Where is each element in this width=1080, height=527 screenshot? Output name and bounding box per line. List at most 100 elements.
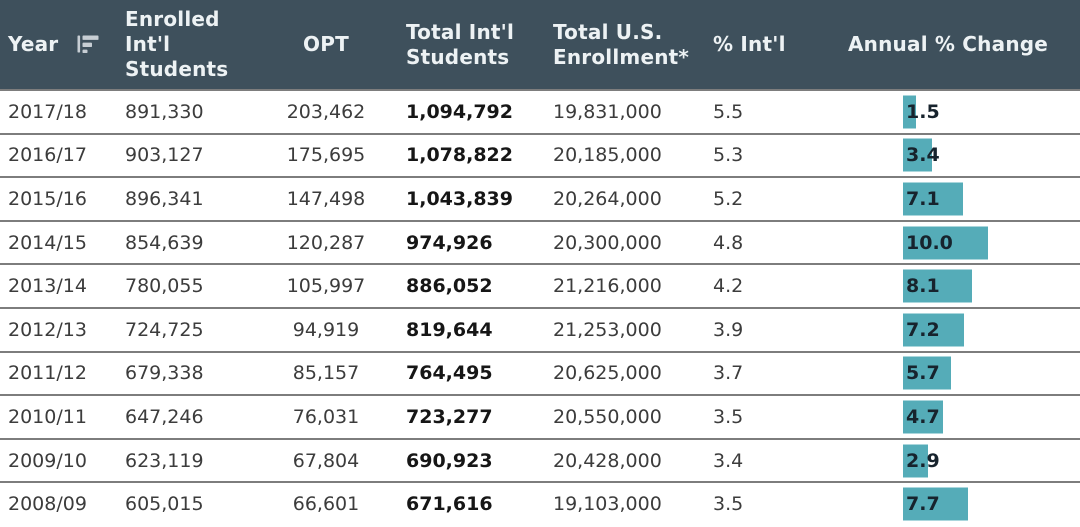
cell-enrolled-intl-students: 891,330 bbox=[125, 100, 204, 123]
cell-total-intl-students: 1,094,792 bbox=[406, 100, 513, 123]
column-header-total-intl-students[interactable]: Total Int'l Students bbox=[380, 20, 543, 70]
table-row: 2014/15 854,639 120,287 974,926 20,300,000 4.… bbox=[0, 219, 1080, 264]
annual-change-bar-cell: 7.1 bbox=[840, 178, 1080, 220]
annual-change-value: 7.2 bbox=[906, 318, 940, 341]
column-header-pct-intl[interactable]: % Int'l bbox=[705, 32, 840, 57]
annual-change-bar-cell: 2.9 bbox=[840, 440, 1080, 482]
annual-change-bar-cell: 1.5 bbox=[840, 91, 1080, 133]
cell-year: 2014/15 bbox=[8, 231, 87, 254]
table-header-row: Year Enrolled Int'l Students O bbox=[0, 0, 1080, 89]
table-row: 2013/14 780,055 105,997 886,052 21,216,000 4.… bbox=[0, 263, 1080, 307]
cell-total-us-enrollment: 20,300,000 bbox=[553, 231, 662, 254]
table-row: 2015/16 896,341 147,498 1,043,839 20,264,000… bbox=[0, 176, 1080, 220]
cell-opt: 203,462 bbox=[286, 100, 366, 123]
annual-change-bar[interactable] bbox=[903, 269, 972, 303]
cell-opt: 147,498 bbox=[286, 187, 366, 210]
cell-opt: 120,287 bbox=[286, 231, 366, 254]
annual-change-bar[interactable] bbox=[903, 356, 952, 390]
cell-enrolled-intl-students: 903,127 bbox=[125, 144, 204, 167]
annual-change-value: 7.7 bbox=[906, 493, 940, 516]
cell-annual-pct-change[interactable]: 7.2 bbox=[840, 309, 1080, 351]
cell-pct-intl: 3.4 bbox=[713, 449, 744, 472]
cell-pct-intl: 4.8 bbox=[713, 231, 744, 254]
cell-total-intl-students: 1,078,822 bbox=[406, 144, 513, 167]
annual-change-bar[interactable] bbox=[903, 487, 969, 521]
annual-change-bar[interactable] bbox=[903, 444, 928, 478]
column-header-label: Enrolled Int'l Students bbox=[125, 7, 229, 81]
cell-pct-intl: 4.2 bbox=[713, 275, 744, 298]
annual-change-bar[interactable] bbox=[903, 138, 932, 172]
cell-total-intl-students: 1,043,839 bbox=[406, 187, 513, 210]
cell-enrolled-intl-students: 605,015 bbox=[125, 493, 204, 516]
cell-pct-intl: 5.3 bbox=[713, 144, 744, 167]
column-header-label: Total U.S. Enrollment* bbox=[553, 19, 690, 69]
cell-total-intl-students: 723,277 bbox=[406, 405, 493, 428]
cell-annual-pct-change[interactable]: 4.7 bbox=[840, 396, 1080, 438]
annual-change-bar[interactable] bbox=[903, 313, 965, 347]
cell-year: 2010/11 bbox=[8, 405, 87, 428]
column-header-opt[interactable]: OPT bbox=[272, 32, 380, 57]
cell-annual-pct-change[interactable]: 8.1 bbox=[840, 265, 1080, 307]
cell-enrolled-intl-students: 896,341 bbox=[125, 187, 204, 210]
annual-change-bar-cell: 8.1 bbox=[840, 265, 1080, 307]
column-header-label: Annual % Change bbox=[848, 32, 1049, 56]
cell-annual-pct-change[interactable]: 1.5 bbox=[840, 91, 1080, 133]
cell-annual-pct-change[interactable]: 3.4 bbox=[840, 135, 1080, 177]
annual-change-bar[interactable] bbox=[903, 182, 964, 216]
cell-pct-intl: 3.7 bbox=[713, 362, 744, 385]
cell-year: 2017/18 bbox=[8, 100, 87, 123]
cell-enrolled-intl-students: 724,725 bbox=[125, 318, 204, 341]
column-header-label: OPT bbox=[303, 32, 349, 56]
column-header-year-label: Year bbox=[8, 32, 59, 56]
cell-annual-pct-change[interactable]: 10.0 bbox=[840, 222, 1080, 264]
cell-pct-intl: 3.5 bbox=[713, 493, 744, 516]
cell-annual-pct-change[interactable]: 7.1 bbox=[840, 178, 1080, 220]
cell-year: 2011/12 bbox=[8, 362, 87, 385]
table-row: 2012/13 724,725 94,919 819,644 21,253,000 3.9… bbox=[0, 306, 1080, 351]
cell-total-us-enrollment: 21,216,000 bbox=[553, 275, 662, 298]
cell-annual-pct-change[interactable]: 7.7 bbox=[840, 483, 1080, 525]
cell-enrolled-intl-students: 647,246 bbox=[125, 405, 204, 428]
cell-total-intl-students: 671,616 bbox=[406, 493, 493, 516]
cell-year: 2008/09 bbox=[8, 493, 87, 516]
cell-total-intl-students: 690,923 bbox=[406, 449, 493, 472]
cell-pct-intl: 5.5 bbox=[713, 100, 744, 123]
cell-pct-intl: 3.9 bbox=[713, 318, 744, 341]
cell-annual-pct-change[interactable]: 2.9 bbox=[840, 440, 1080, 482]
table-row: 2017/18 891,330 203,462 1,094,792 19,831,000… bbox=[0, 89, 1080, 133]
annual-change-bar[interactable] bbox=[903, 95, 916, 129]
table-row: 2009/10 623,119 67,804 690,923 20,428,000 3.4… bbox=[0, 437, 1080, 482]
sort-descending-icon[interactable] bbox=[76, 34, 102, 56]
table-row: 2010/11 647,246 76,031 723,277 20,550,000 3.5… bbox=[0, 394, 1080, 438]
cell-year: 2015/16 bbox=[8, 187, 87, 210]
cell-total-us-enrollment: 20,428,000 bbox=[553, 449, 662, 472]
cell-opt: 175,695 bbox=[286, 144, 366, 167]
cell-year: 2013/14 bbox=[8, 275, 87, 298]
annual-change-value: 1.5 bbox=[906, 100, 940, 123]
cell-year: 2012/13 bbox=[8, 318, 87, 341]
column-header-total-us-enrollment[interactable]: Total U.S. Enrollment* bbox=[543, 20, 705, 70]
annual-change-bar[interactable] bbox=[903, 226, 988, 260]
cell-annual-pct-change[interactable]: 5.7 bbox=[840, 353, 1080, 395]
cell-enrolled-intl-students: 623,119 bbox=[125, 449, 204, 472]
cell-year: 2009/10 bbox=[8, 449, 87, 472]
cell-opt: 67,804 bbox=[292, 449, 360, 472]
annual-change-bar-cell: 5.7 bbox=[840, 353, 1080, 395]
cell-enrolled-intl-students: 780,055 bbox=[125, 275, 204, 298]
cell-opt: 94,919 bbox=[292, 318, 360, 341]
column-header-annual-pct-change[interactable]: Annual % Change bbox=[840, 32, 1080, 57]
annual-change-bar-cell: 10.0 bbox=[840, 222, 1080, 264]
annual-change-value: 4.7 bbox=[906, 405, 940, 428]
cell-total-us-enrollment: 20,185,000 bbox=[553, 144, 662, 167]
annual-change-value: 10.0 bbox=[906, 231, 953, 254]
column-header-year[interactable]: Year bbox=[0, 32, 115, 57]
annual-change-value: 5.7 bbox=[906, 362, 940, 385]
cell-opt: 105,997 bbox=[286, 275, 366, 298]
cell-pct-intl: 3.5 bbox=[713, 405, 744, 428]
annual-change-bar[interactable] bbox=[903, 400, 943, 434]
column-header-enrolled-intl-students[interactable]: Enrolled Int'l Students bbox=[115, 7, 272, 82]
annual-change-bar-cell: 7.7 bbox=[840, 483, 1080, 525]
cell-total-us-enrollment: 21,253,000 bbox=[553, 318, 662, 341]
